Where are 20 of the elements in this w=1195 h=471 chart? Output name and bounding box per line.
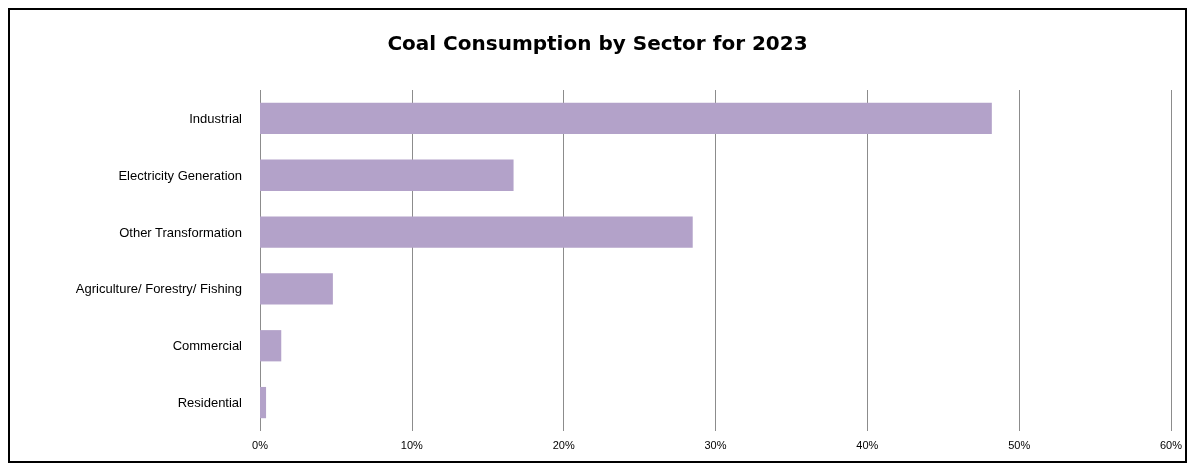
chart-title: Coal Consumption by Sector for 2023	[387, 31, 808, 55]
x-tick-label: 30%	[704, 438, 727, 451]
x-tick-label: 10%	[400, 438, 424, 451]
bar	[260, 216, 693, 248]
bar	[260, 102, 992, 135]
bar	[260, 330, 282, 362]
y-tick-label: Residential	[177, 395, 243, 411]
x-tick-label: 60%	[1159, 438, 1183, 451]
y-tick-label: Commercial	[172, 338, 243, 354]
y-tick-label: Other Transformation	[119, 224, 242, 240]
x-tick-label: 40%	[856, 438, 879, 451]
y-tick-label: Electricity Generation	[118, 167, 242, 183]
y-tick-label: Agriculture/ Forestry/ Fishing	[75, 281, 242, 297]
y-tick-label: Industrial	[189, 110, 243, 126]
bar	[260, 386, 267, 419]
bar	[260, 273, 333, 305]
x-tick-label: 20%	[552, 438, 575, 451]
bar	[260, 159, 514, 191]
x-tick-label: 0%	[252, 438, 269, 451]
x-tick-label: 50%	[1008, 438, 1031, 451]
